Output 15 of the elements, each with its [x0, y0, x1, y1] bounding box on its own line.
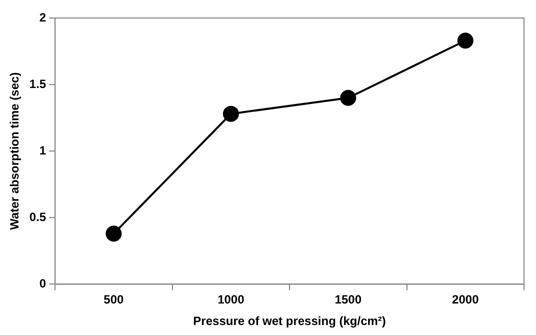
x-tick-label: 1000 [218, 292, 245, 307]
y-axis-title: Water absorption time (sec) [8, 72, 22, 230]
y-tick-label: 1 [39, 143, 46, 158]
y-tick-label: 0 [39, 276, 46, 291]
x-tick-label: 500 [104, 292, 124, 307]
x-tick-label: 2000 [452, 292, 480, 307]
x-axis-title: Pressure of wet pressing (kg/cm²) [193, 314, 386, 328]
point [457, 32, 474, 49]
point [222, 106, 239, 122]
point [106, 226, 122, 242]
y-tick-label: 0.5 [29, 210, 46, 224]
y-tick-label: 1.5 [29, 76, 46, 91]
point [340, 90, 356, 106]
x-tick-label: 1500 [334, 292, 362, 307]
y-tick-label: 2 [39, 10, 46, 24]
